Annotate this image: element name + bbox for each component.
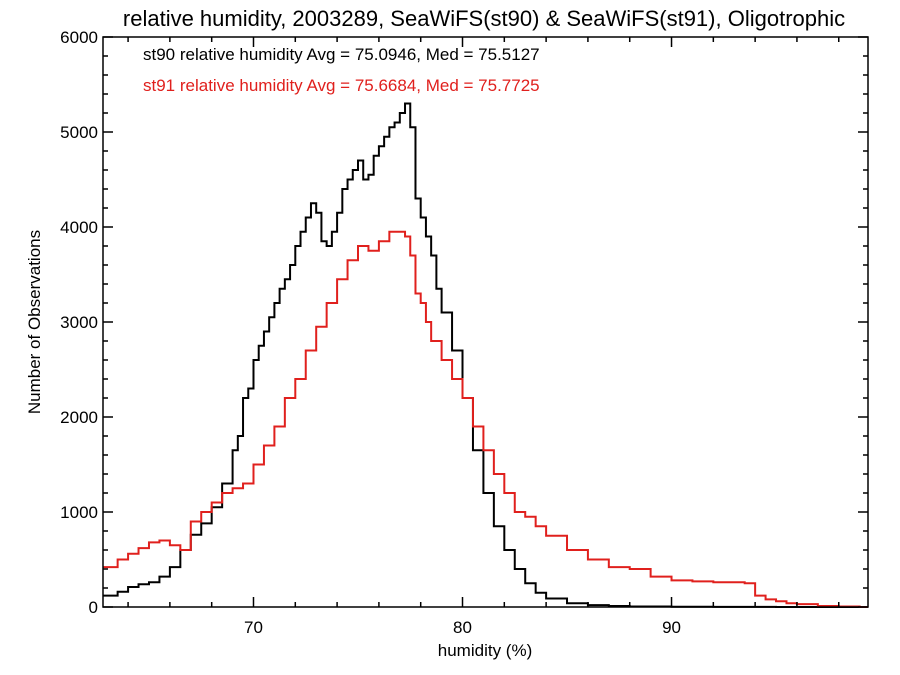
x-tick-label: 70 [244, 618, 263, 637]
y-tick-label: 4000 [60, 218, 98, 237]
legend-st91: st91 relative humidity Avg = 75.6684, Me… [143, 76, 540, 95]
series-line-1 [103, 230, 868, 608]
plot-frame [102, 36, 869, 608]
x-tick-label: 90 [662, 618, 681, 637]
y-tick-label: 5000 [60, 123, 98, 142]
y-tick-label: 6000 [60, 28, 98, 47]
series-layer [103, 102, 868, 608]
x-tick-label: 80 [453, 618, 472, 637]
series-line-0 [103, 102, 868, 608]
y-tick-label: 1000 [60, 503, 98, 522]
axis-layer: 70 80 90 0 1000 2000 3000 4000 5000 6000 [60, 28, 868, 637]
y-tick-label: 2000 [60, 408, 98, 427]
legend-st90: st90 relative humidity Avg = 75.0946, Me… [143, 45, 540, 64]
chart-title: relative humidity, 2003289, SeaWiFS(st90… [123, 6, 845, 31]
y-tick-label: 3000 [60, 313, 98, 332]
x-axis-label: humidity (%) [438, 641, 532, 660]
y-tick-label: 0 [89, 598, 98, 617]
y-axis-label: Number of Observations [25, 230, 44, 414]
